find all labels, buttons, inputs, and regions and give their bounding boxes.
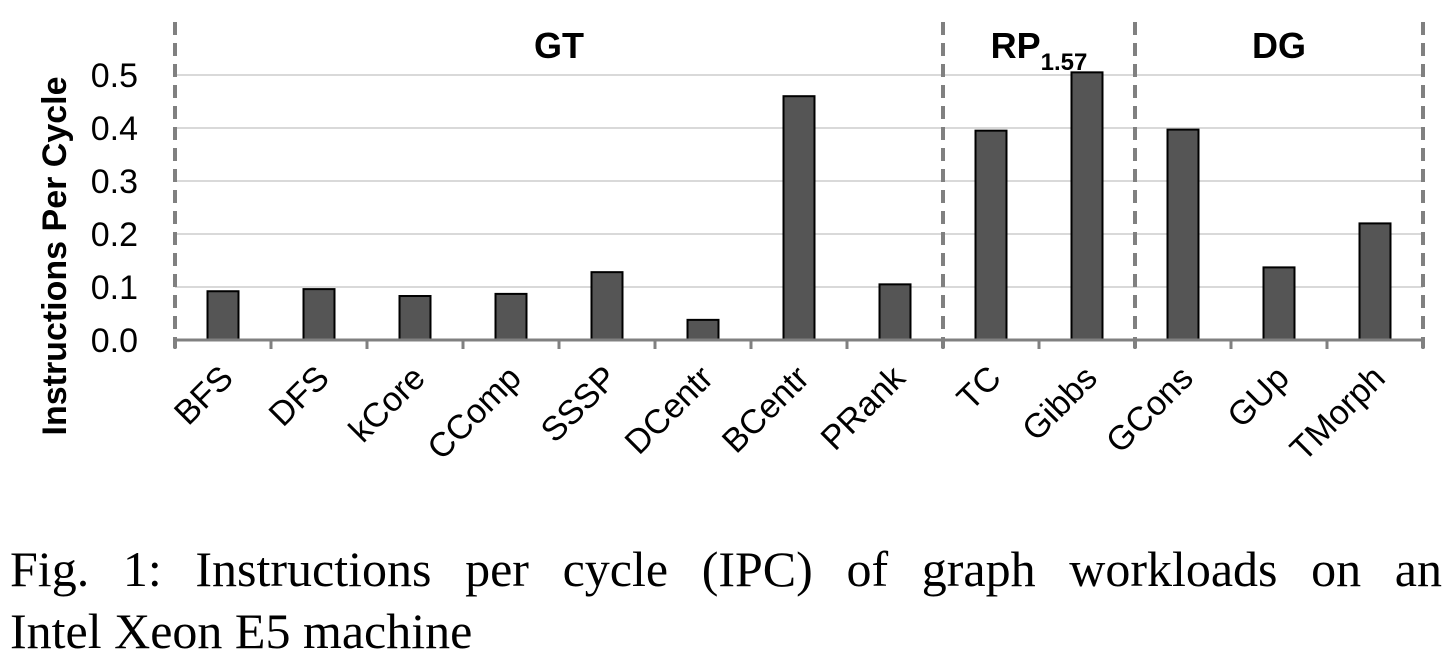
x-tick-label-gcons: GCons (1099, 359, 1201, 461)
bar-gup (1262, 266, 1296, 342)
bar-gibbs (1070, 71, 1104, 341)
bar-kcore (398, 295, 432, 342)
bar-tmorph (1358, 222, 1392, 341)
bar-ccomp (494, 292, 528, 342)
x-tick-label-tmorph: TMorph (1283, 359, 1393, 469)
group-label-gt: GT (534, 25, 584, 66)
y-tick-label: 0.1 (91, 269, 138, 307)
x-tick-label-kcore: kCore (342, 359, 433, 450)
bar-gcons (1166, 128, 1200, 341)
group-separators (173, 22, 1425, 348)
bar-sssp (590, 271, 624, 341)
y-tick-labels: 0.0 0.1 0.2 0.3 0.4 0.5 (91, 57, 138, 360)
x-axis (173, 338, 1425, 349)
figure-caption: Fig. 1: Instructions per cycle (IPC) of … (10, 538, 1450, 662)
x-tick-label-dcentr: DCentr (618, 359, 721, 462)
y-tick-label: 0.5 (91, 57, 138, 95)
y-tick-label: 0.4 (91, 110, 138, 148)
x-tick-label-dfs: DFS (262, 359, 337, 434)
caption-line-2: Intel Xeon E5 machine (10, 603, 473, 659)
bar-tc (974, 129, 1008, 341)
group-label-dg: DG (1252, 25, 1306, 66)
group-labels: GT RP1.57 DG (534, 25, 1306, 76)
bar-bcentr (782, 95, 816, 341)
bar-prank (878, 283, 912, 342)
y-tick-label: 0.2 (91, 216, 138, 254)
x-tick-label-gup: GUp (1220, 359, 1296, 435)
y-tick-label: 0.0 (91, 322, 138, 360)
x-tick-label-bfs: BFS (167, 359, 241, 433)
bar-dcentr (686, 318, 720, 341)
group-label-rp: RP1.57 (991, 25, 1088, 76)
bars (206, 71, 1392, 342)
x-tick-label-prank: PRank (814, 358, 914, 458)
bar-bfs (206, 290, 240, 341)
x-tick-label-tc: TC (950, 359, 1009, 418)
y-axis-label: Instructions Per Cycle (36, 76, 74, 435)
x-tick-label-sssp: SSSP (534, 359, 625, 450)
y-tick-label: 0.3 (91, 163, 138, 201)
caption-line-1: Fig. 1: Instructions per cycle (IPC) of … (10, 541, 1442, 597)
x-tick-label-ccomp: CComp (420, 359, 528, 467)
x-tick-label-gibbs: Gibbs (1015, 359, 1105, 449)
x-tick-label-bcentr: BCentr (715, 359, 817, 461)
bar-dfs (302, 288, 336, 341)
